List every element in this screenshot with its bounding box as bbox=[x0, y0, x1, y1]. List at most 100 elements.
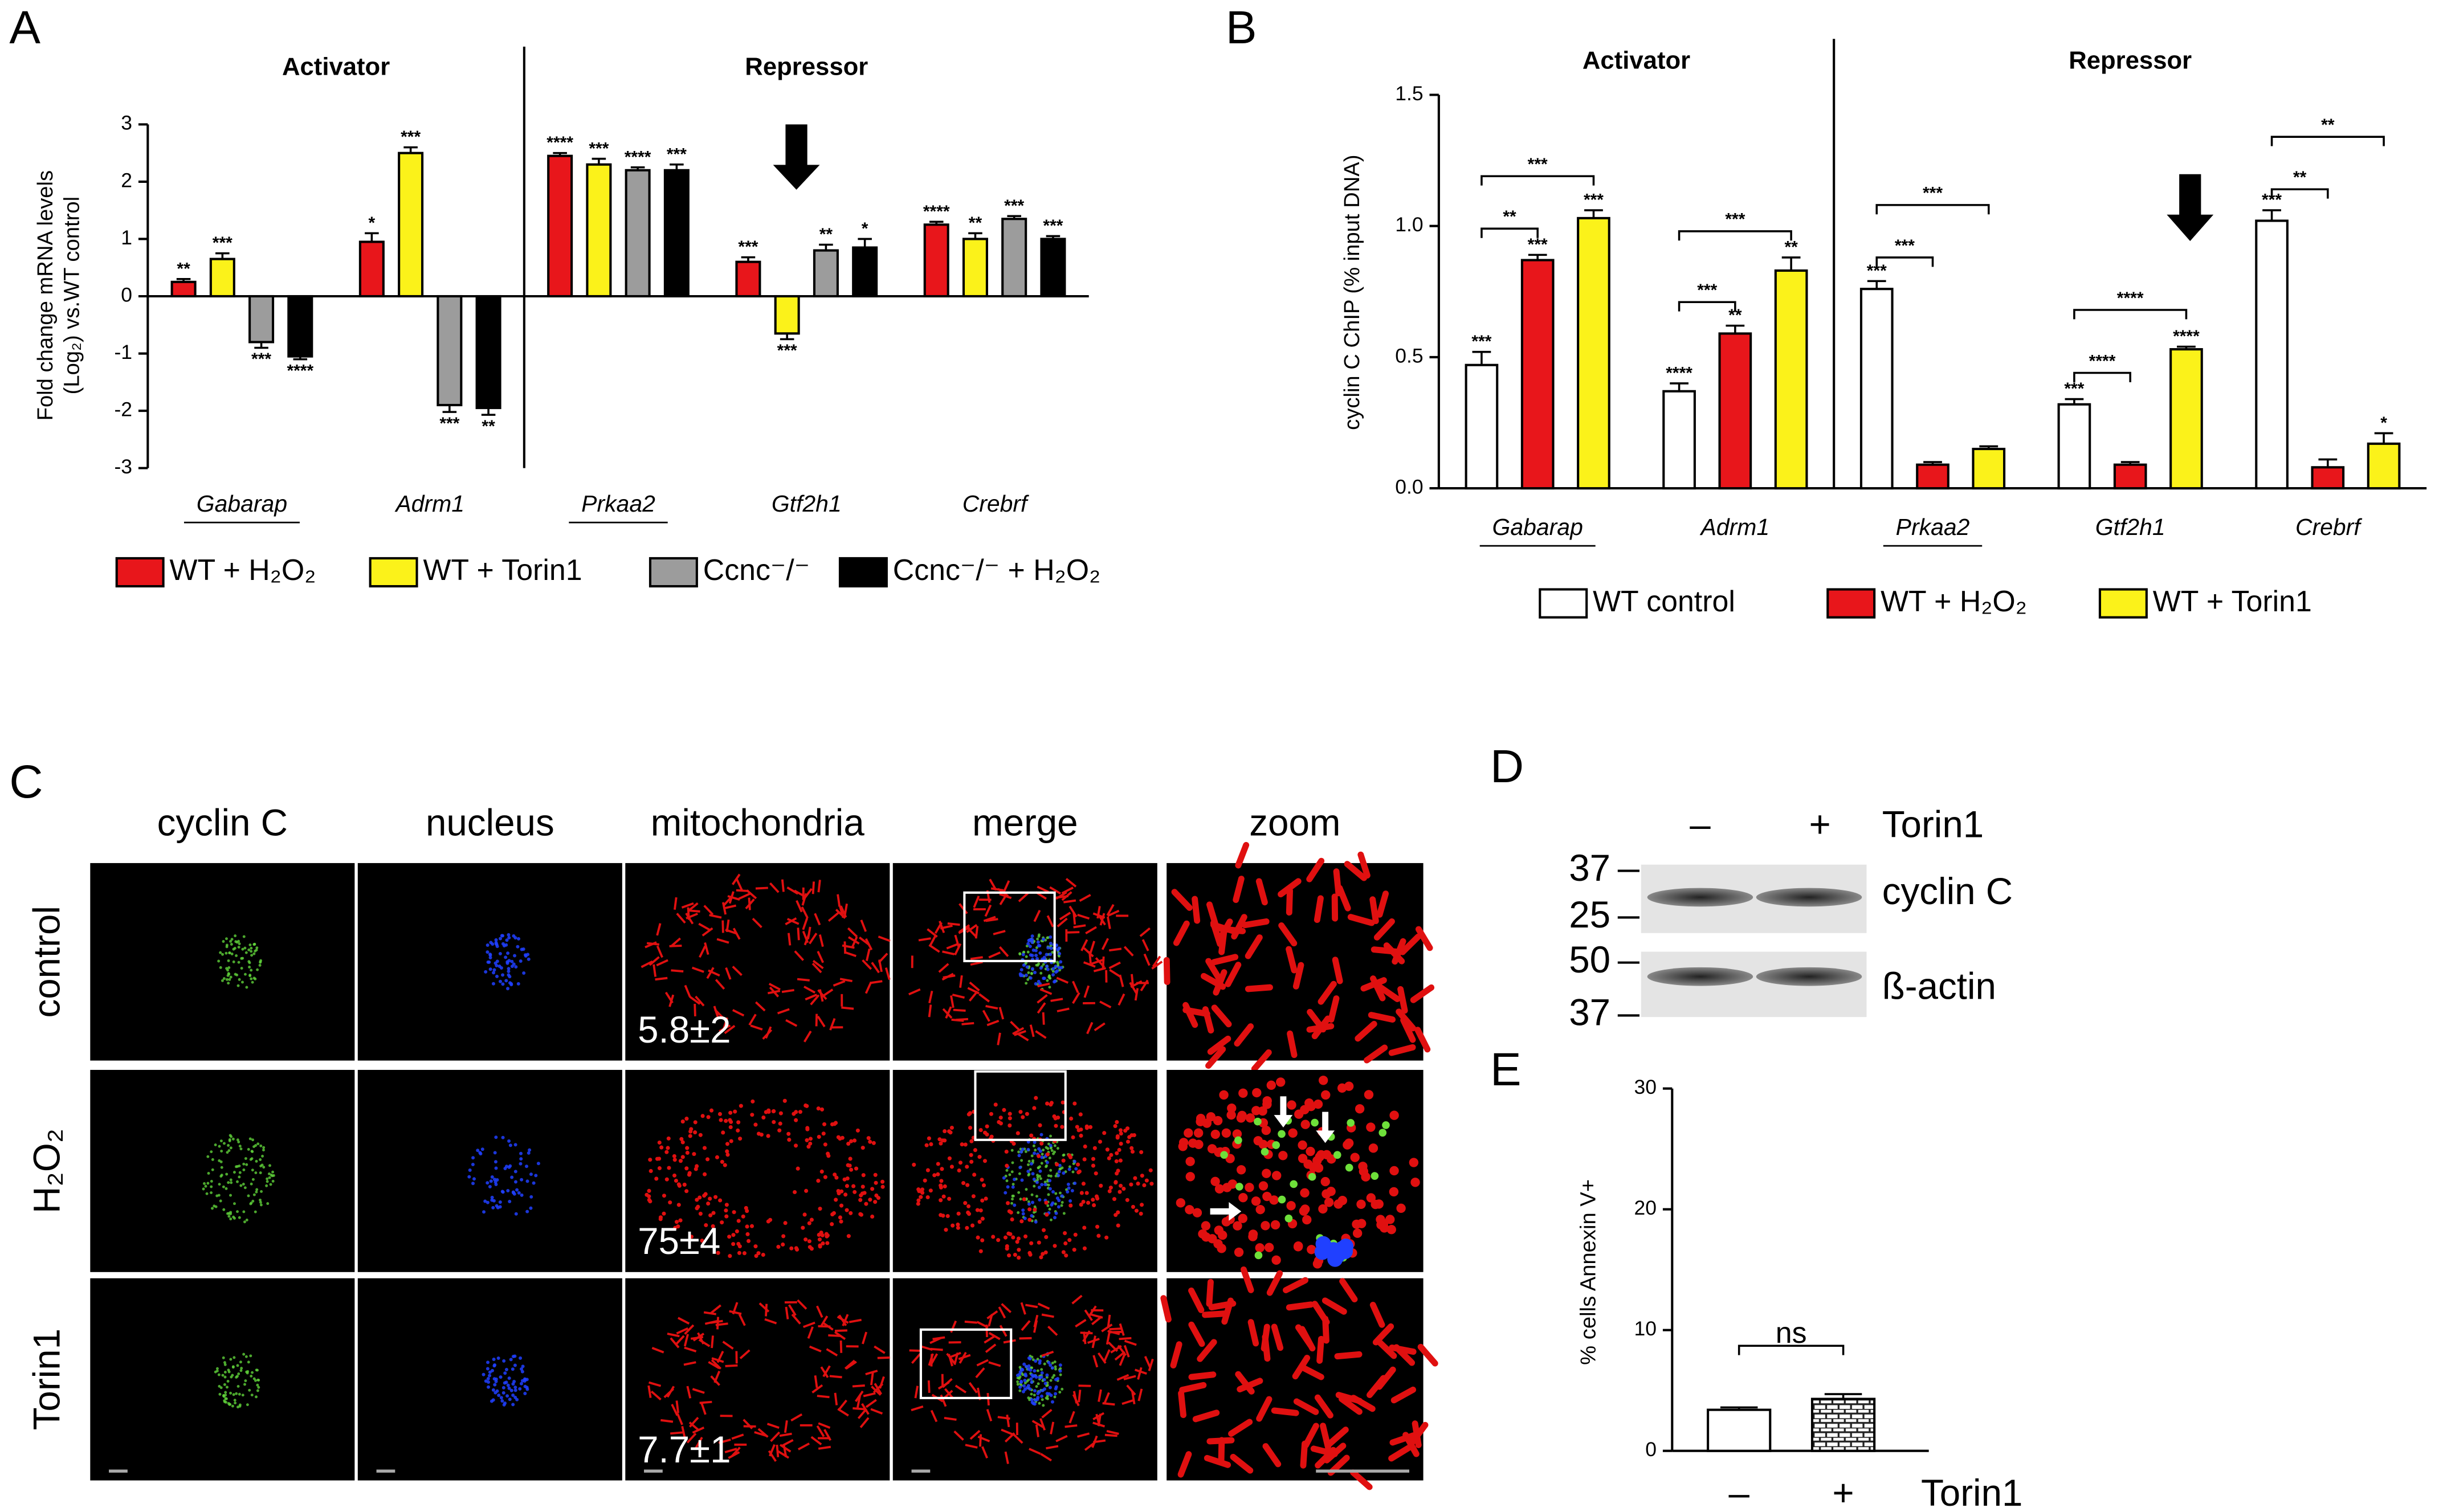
mito bbox=[836, 1135, 841, 1139]
mito bbox=[1383, 942, 1405, 965]
mito bbox=[1170, 1341, 1182, 1369]
image-dot bbox=[1045, 1146, 1048, 1149]
image-dot bbox=[1366, 1193, 1376, 1203]
image-dot bbox=[238, 1145, 242, 1148]
image-dot bbox=[519, 1382, 523, 1386]
image-dot bbox=[1410, 1178, 1420, 1187]
image-dot bbox=[1038, 951, 1042, 955]
mito bbox=[1124, 1339, 1137, 1346]
image-dot bbox=[221, 953, 224, 956]
mito bbox=[787, 1138, 792, 1142]
mito bbox=[929, 1337, 942, 1345]
image-dot bbox=[522, 971, 526, 975]
mito bbox=[1271, 1323, 1284, 1351]
row-label: Torin1 bbox=[26, 1329, 68, 1430]
mito bbox=[871, 1141, 876, 1145]
mito bbox=[827, 912, 839, 922]
image-dot bbox=[506, 1188, 510, 1192]
mito bbox=[975, 1208, 980, 1212]
image-dot bbox=[1018, 1375, 1022, 1379]
image-dot bbox=[262, 1146, 266, 1149]
mito bbox=[1079, 1202, 1083, 1207]
image-dot bbox=[232, 1393, 235, 1396]
image-dot bbox=[519, 1151, 523, 1155]
mito bbox=[821, 1131, 826, 1136]
image-dot bbox=[250, 977, 253, 980]
image-dot bbox=[493, 1151, 497, 1155]
image-dot bbox=[1030, 1380, 1034, 1384]
panel-label: A bbox=[9, 2, 40, 54]
mito bbox=[683, 1334, 689, 1347]
image-dot bbox=[492, 971, 496, 975]
mito bbox=[657, 1166, 662, 1171]
image-dot bbox=[235, 1376, 238, 1379]
image-dot bbox=[248, 966, 251, 969]
image-dot bbox=[1321, 1090, 1331, 1100]
image-dot bbox=[248, 943, 252, 947]
image-dot bbox=[250, 1182, 253, 1186]
mito bbox=[1298, 1364, 1324, 1380]
image-dot bbox=[1304, 1098, 1314, 1108]
mito bbox=[804, 1103, 808, 1108]
image-dot bbox=[527, 957, 531, 961]
mito bbox=[1067, 1238, 1072, 1243]
mito bbox=[688, 1129, 693, 1134]
image-dot bbox=[493, 1383, 497, 1387]
image-dot bbox=[1356, 1199, 1366, 1209]
mito bbox=[1121, 1187, 1126, 1191]
image-dot bbox=[1013, 1203, 1017, 1207]
mito bbox=[986, 1393, 990, 1406]
mito bbox=[928, 934, 937, 947]
mito bbox=[860, 1184, 865, 1189]
image-dot bbox=[1271, 1255, 1281, 1265]
mito bbox=[1088, 1305, 1097, 1317]
image-dot bbox=[1027, 1163, 1030, 1166]
image-dot bbox=[227, 1212, 231, 1215]
mito bbox=[1091, 959, 1104, 965]
mito bbox=[880, 1179, 885, 1184]
mito bbox=[754, 1001, 766, 1012]
image-dot bbox=[232, 960, 235, 963]
image-dot bbox=[1048, 1157, 1051, 1160]
image-dot bbox=[1026, 950, 1030, 954]
mito bbox=[1173, 920, 1190, 946]
mito bbox=[724, 1118, 728, 1123]
mito bbox=[1109, 969, 1121, 978]
mito bbox=[1081, 1199, 1086, 1204]
mito bbox=[781, 1242, 785, 1247]
image-dot bbox=[1237, 1110, 1247, 1121]
image-dot bbox=[1272, 1141, 1280, 1149]
image-dot bbox=[219, 1139, 223, 1143]
mito bbox=[854, 1166, 859, 1171]
mito bbox=[1054, 1123, 1058, 1128]
mito bbox=[811, 1384, 823, 1394]
legend-label: WT control bbox=[1593, 585, 1735, 618]
image-dot bbox=[1057, 946, 1061, 950]
mito bbox=[700, 1114, 705, 1118]
mito bbox=[1027, 1251, 1032, 1255]
mito bbox=[650, 1390, 662, 1401]
mito bbox=[1023, 1234, 1028, 1239]
mito bbox=[1107, 1189, 1112, 1194]
mito bbox=[745, 1209, 749, 1213]
image-dot bbox=[1196, 1114, 1206, 1123]
image-dot bbox=[1027, 1159, 1031, 1163]
mito bbox=[1084, 1126, 1089, 1130]
x-tick-label: Adrm1 bbox=[1699, 514, 1770, 540]
mito bbox=[1015, 1131, 1020, 1135]
image-dot bbox=[1264, 1243, 1274, 1252]
mito bbox=[846, 1142, 851, 1146]
mito bbox=[672, 1154, 676, 1158]
mito bbox=[1007, 1209, 1012, 1213]
mito bbox=[689, 1416, 699, 1428]
mito bbox=[1037, 885, 1049, 893]
image-dot bbox=[210, 1180, 213, 1183]
mito bbox=[709, 1108, 714, 1113]
mito bbox=[1326, 1427, 1349, 1448]
mito bbox=[668, 994, 675, 1007]
mito bbox=[984, 1335, 996, 1344]
image-dot bbox=[229, 1146, 233, 1150]
mito bbox=[699, 945, 707, 958]
image-dot bbox=[247, 1148, 250, 1151]
image-dot bbox=[230, 1135, 233, 1138]
